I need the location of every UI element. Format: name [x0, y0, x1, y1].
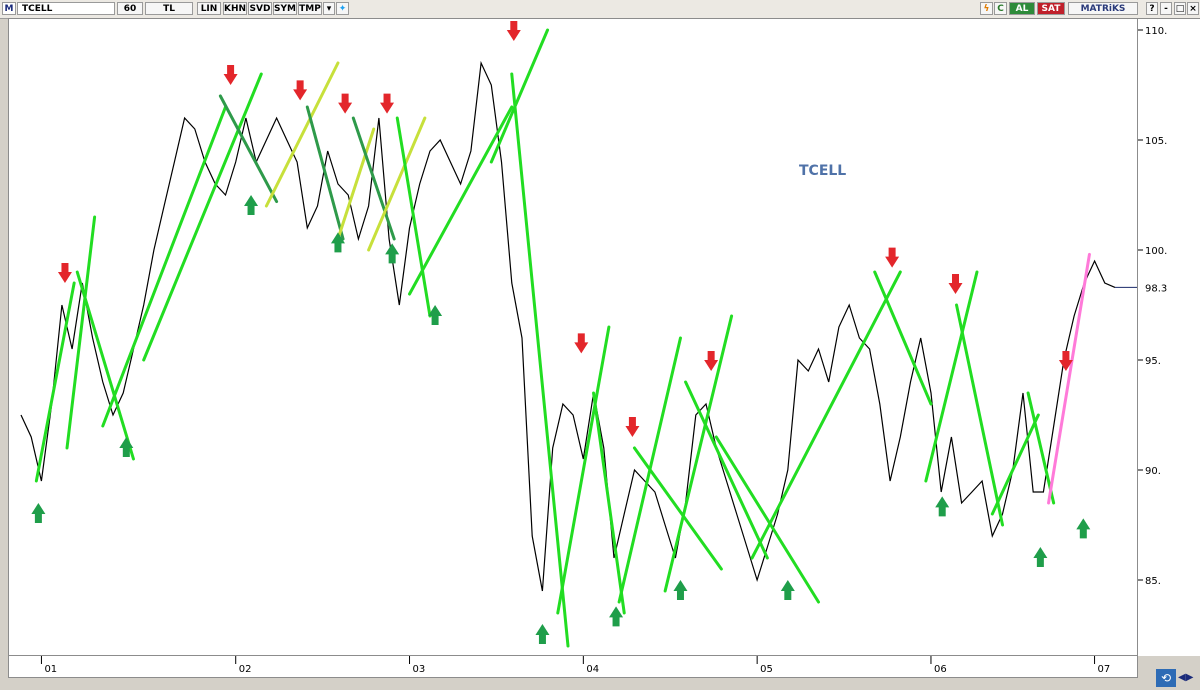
- down-arrow-icon-4: [338, 93, 353, 114]
- trendline-4: [101, 105, 227, 428]
- maximize-icon[interactable]: □: [1174, 2, 1186, 15]
- status-bar: ⟲ ◀▶: [0, 669, 1200, 690]
- sym-button[interactable]: SYM: [273, 2, 297, 15]
- trendline-13: [408, 105, 514, 296]
- last-price-label: 98.3: [1145, 283, 1167, 294]
- y-tick-label-4: 100.: [1145, 246, 1167, 257]
- chart-svg: TCELL: [20, 21, 1137, 648]
- trendline-24: [873, 270, 933, 406]
- chart-title: TCELL: [799, 163, 846, 179]
- x-tick-label-4: 04: [586, 664, 599, 675]
- up-arrow-icon-10: [780, 580, 795, 600]
- down-arrow-icon-6: [506, 21, 521, 41]
- trendline-10: [351, 116, 396, 241]
- down-arrow-icon-9: [704, 351, 719, 371]
- up-arrow-icon-6: [428, 305, 443, 325]
- up-arrow-icon-4: [330, 232, 345, 253]
- trendline-27: [990, 413, 1040, 516]
- up-arrow-icon-8: [609, 606, 624, 627]
- trendline-23: [750, 270, 902, 560]
- trendline-19: [632, 446, 723, 571]
- up-arrow-icon-2: [119, 437, 134, 457]
- down-arrow-icon-11: [948, 274, 963, 294]
- y-tick-label-6: 110.: [1145, 26, 1167, 37]
- chart-plot-area[interactable]: TCELL: [8, 18, 1138, 656]
- trendline-5: [142, 72, 263, 362]
- khn-button[interactable]: KHN: [223, 2, 247, 15]
- y-tick-label-3: 95.: [1145, 356, 1161, 367]
- lightning-icon[interactable]: ϟ: [980, 2, 993, 15]
- up-arrow-icon-9: [673, 580, 688, 600]
- trendline-11: [367, 116, 427, 252]
- down-arrow-icon-7: [574, 333, 589, 354]
- dropdown-icon[interactable]: ▾: [323, 2, 335, 15]
- price-series-line: [20, 60, 1116, 592]
- y-tick-label-5: 105.: [1145, 136, 1167, 147]
- x-tick-label-2: 02: [239, 664, 252, 675]
- down-arrow-icon-8: [625, 417, 640, 437]
- trendline-29: [1047, 252, 1091, 505]
- y-tick-label-1: 85.: [1145, 576, 1161, 587]
- up-arrow-icon-12: [1033, 547, 1048, 567]
- svd-button[interactable]: SVD: [248, 2, 272, 15]
- tmp-button[interactable]: TMP: [298, 2, 322, 15]
- up-arrow-icon-3: [244, 195, 259, 215]
- trendline-21: [684, 380, 769, 560]
- x-tick-label-1: 01: [44, 664, 57, 675]
- scale-button[interactable]: LIN: [197, 2, 221, 15]
- time-axis[interactable]: 01 02 03 04 05 06 07: [8, 656, 1138, 678]
- brand-label: MATRiKS: [1068, 2, 1138, 15]
- up-arrow-icon-7: [535, 624, 550, 644]
- trendline-3: [75, 270, 135, 461]
- buy-button[interactable]: AL: [1009, 2, 1035, 15]
- minimize-icon[interactable]: -: [1160, 2, 1172, 15]
- price-axis-svg: 85. 90. 95. 100. 105. 110. 98.3: [1138, 26, 1167, 587]
- trendline-9: [336, 127, 376, 241]
- toolbar: M TCELL 60 TL LIN KHN SVD SYM TMP ▾ ✦ ϟ …: [0, 0, 1200, 19]
- time-axis-svg: 01 02 03 04 05 06 07: [40, 656, 1111, 675]
- twitter-icon[interactable]: ✦: [336, 2, 349, 15]
- trendline-28: [1026, 391, 1056, 505]
- y-tick-label-2: 90.: [1145, 466, 1161, 477]
- up-arrow-icon-13: [1076, 518, 1091, 539]
- trendline-17: [592, 391, 626, 615]
- up-arrow-icon-5: [385, 243, 400, 264]
- up-arrow-icon-11: [935, 496, 950, 517]
- down-arrow-icon-3: [293, 80, 308, 101]
- trendline-14: [489, 28, 550, 164]
- up-arrow-icon-1: [31, 503, 46, 523]
- trendline-15: [510, 72, 570, 648]
- trendline-6: [218, 94, 279, 204]
- symbol-field[interactable]: TCELL: [17, 2, 115, 15]
- scroll-arrows-icon[interactable]: ◀▶: [1178, 672, 1194, 683]
- trendline-20: [663, 314, 734, 593]
- sell-button[interactable]: SAT: [1037, 2, 1065, 15]
- down-arrow-icon-5: [380, 93, 395, 114]
- trendline-8: [305, 105, 345, 241]
- down-arrow-icon-1: [57, 263, 72, 283]
- currency-button[interactable]: TL: [145, 2, 193, 15]
- x-tick-label-3: 03: [413, 664, 426, 675]
- trendline-22: [714, 435, 820, 604]
- x-tick-label-7: 07: [1098, 664, 1111, 675]
- down-arrow-icon-2: [223, 65, 238, 85]
- trendline-25: [924, 270, 979, 483]
- trendline-2: [65, 215, 97, 450]
- price-axis[interactable]: 85. 90. 95. 100. 105. 110. 98.3: [1138, 18, 1200, 656]
- help-icon[interactable]: ?: [1146, 2, 1158, 15]
- trendline-16: [556, 325, 611, 615]
- close-icon[interactable]: ×: [1187, 2, 1199, 15]
- trendline-26: [955, 303, 1005, 527]
- down-arrow-icon-10: [885, 247, 900, 268]
- refresh-icon[interactable]: C: [994, 2, 1007, 15]
- sync-icon[interactable]: ⟲: [1156, 669, 1176, 687]
- x-tick-label-6: 06: [934, 664, 947, 675]
- trendline-7: [264, 61, 340, 208]
- period-button[interactable]: 60: [117, 2, 143, 15]
- trendline-1: [34, 281, 76, 483]
- trendline-12: [395, 116, 432, 318]
- matriks-logo-icon: M: [2, 2, 16, 15]
- x-tick-label-5: 05: [760, 664, 773, 675]
- down-arrow-icon-12: [1058, 351, 1073, 371]
